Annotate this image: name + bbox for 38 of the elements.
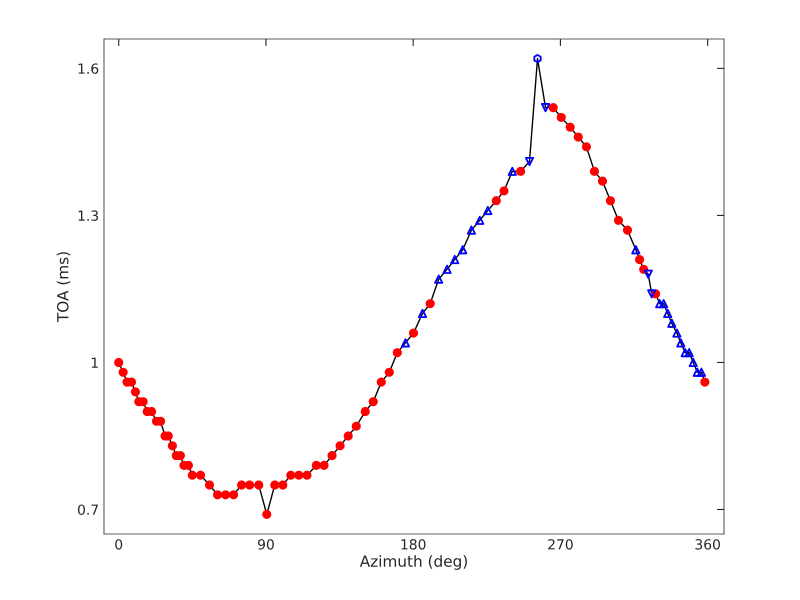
y-tick-label: 1.3 <box>78 210 98 221</box>
point <box>400 338 410 348</box>
point <box>684 348 694 358</box>
x-axis-title: Azimuth (deg) <box>360 555 467 570</box>
point <box>663 308 672 318</box>
point <box>676 338 686 348</box>
point <box>508 166 517 176</box>
point <box>466 226 476 235</box>
point <box>667 318 676 328</box>
point <box>644 270 653 279</box>
point <box>533 54 542 64</box>
x-tick-label: 180 <box>401 539 426 550</box>
y-tick-label: 1 <box>92 358 98 368</box>
point <box>680 348 690 358</box>
point <box>475 216 484 225</box>
x-tick-label: 90 <box>258 539 274 550</box>
x-tick-label: 360 <box>695 539 720 550</box>
point <box>688 358 698 368</box>
point <box>442 264 452 274</box>
y-axis-title: TOA (ms) <box>56 252 70 322</box>
point <box>540 103 550 112</box>
point <box>434 274 444 284</box>
point <box>450 254 460 264</box>
point <box>458 245 468 254</box>
point <box>659 299 668 308</box>
x-tick-label: 270 <box>548 539 573 550</box>
point <box>655 299 664 308</box>
point <box>524 156 534 166</box>
y-tick-label: 1.6 <box>78 63 98 74</box>
x-tick-label: 0 <box>115 539 122 550</box>
point <box>418 308 428 318</box>
point <box>692 368 702 377</box>
point <box>672 328 682 338</box>
point <box>647 289 656 298</box>
point <box>696 368 706 377</box>
point <box>483 206 492 216</box>
point <box>631 245 640 254</box>
y-tick-label: 0.7 <box>78 504 98 515</box>
